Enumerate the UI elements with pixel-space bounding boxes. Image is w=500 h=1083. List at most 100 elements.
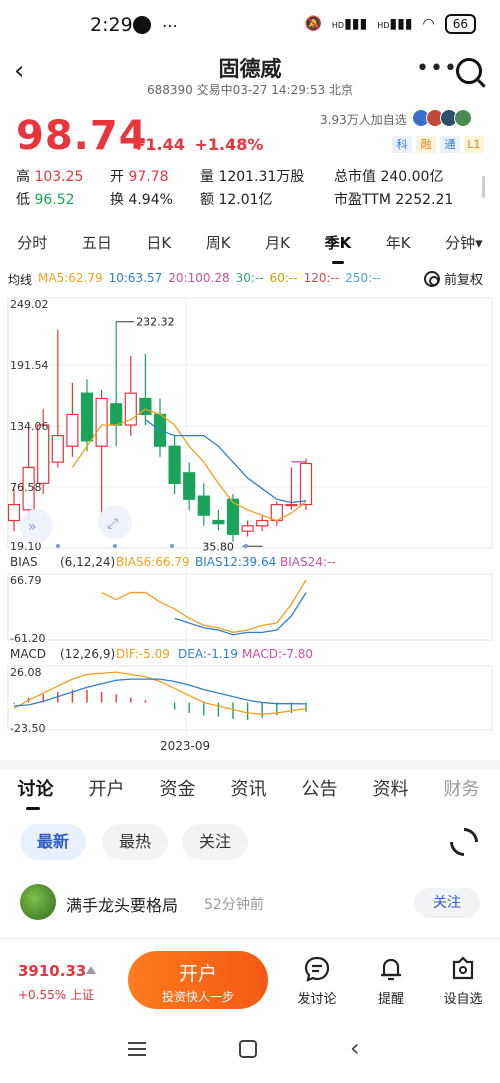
discussion-tab-2[interactable]: 资金 [159,779,196,800]
discussion-tab-0[interactable]: 讨论 [0,775,71,810]
event-dot [244,544,248,548]
discussion-tab-1[interactable]: 开户 [88,779,125,800]
macd-value-label: MACD:-7.80 [242,647,313,661]
low-marker-label: 35.80 [202,540,234,553]
stat-volume: 量 1201.31万股 [200,169,305,185]
candle-body [183,472,196,500]
dif-label: DIF:-5.09 [116,647,170,661]
price-tick-label: 191.54 [10,359,49,372]
main-chart-frame [7,297,493,549]
candle-body [197,495,210,516]
discussion-tab-3[interactable]: 资讯 [230,779,267,800]
ma-legend: 均线 MA5:62.79 10:63.57 20:100.28 30:-- 60… [8,271,387,288]
macd-tick-bottom: -23.50 [10,722,45,735]
search-icon[interactable] [456,58,482,84]
period-tab-2[interactable]: 日K [146,234,172,252]
price-tick-label: 19.10 [10,540,42,553]
recent-apps-icon[interactable] [128,1042,146,1056]
price-tick-label: 134.06 [10,420,49,433]
add-watchlist-button[interactable]: 设自选 [428,956,498,1007]
post-discussion-label: 发讨论 [297,992,337,1007]
chat-icon [304,956,330,982]
add-watchlist-label: 设自选 [443,992,483,1007]
post-author-name[interactable]: 满手龙头要格局 [66,896,179,915]
filter-hot[interactable]: 最热 [102,824,168,860]
candle-body [285,503,298,507]
price-tick-label: 249.02 [10,298,49,311]
bias12-label: BIAS12:39.64 [195,555,276,569]
bias-tick-top: 66.79 [10,574,42,587]
period-tabs: 分时 五日 日K 周K 月K 季K 年K 分钟▾ [0,228,500,264]
chart-scroll-left-button [19,509,53,543]
home-icon[interactable] [239,1040,257,1058]
tag-rong[interactable]: 融 [416,136,436,153]
index-up-icon [86,966,96,974]
expand-icon: ⤢ [107,516,118,532]
kline-chart[interactable]: 249.02 191.54 134.06 76.58 19.10 232.32 35.80 »… [0,290,500,760]
change-percent: +1.48% [194,135,264,154]
filter-latest[interactable]: 最新 [20,824,86,860]
discussion-tab-6[interactable]: 财务 [443,779,480,800]
battery-icon: 66 [444,14,476,34]
period-tab-5[interactable]: 季K [325,228,351,264]
macd-frame [7,665,493,731]
macd-line-dea_values [13,678,307,707]
period-tab-7[interactable]: 分钟▾ [445,234,483,252]
status-time: 2:29 [90,14,133,36]
post-discussion-button[interactable]: 发讨论 [282,956,352,1007]
signal-icon-2: HD▮▮▮ [377,16,413,32]
refresh-icon[interactable] [444,822,484,862]
fq-toggle[interactable]: 前复权 [424,269,483,288]
tag-tong[interactable]: 通 [440,136,460,153]
divider [0,760,500,770]
discussion-tabs: 讨论 开户 资金 资讯 公告 资料 财务 [0,775,500,810]
period-tab-3[interactable]: 周K [205,234,231,252]
page-title: 固德威 [218,57,282,81]
period-tab-0[interactable]: 分时 [17,234,48,252]
period-tab-1[interactable]: 五日 [81,234,112,252]
ma20-label: 20:100.28 [168,271,230,285]
stat-high: 高 103.25 [16,169,84,185]
post-author-avatar[interactable] [20,884,56,920]
back-nav-icon[interactable]: ‹ [350,1034,360,1062]
bias24-label: BIAS24:-- [280,555,336,569]
stat-amount: 额 12.01亿 [200,192,273,208]
tag-l1[interactable]: L1 [464,136,484,153]
watchers-count[interactable]: 3.93万人加自选 [320,113,407,127]
discussion-tab-4[interactable]: 公告 [301,779,338,800]
alert-button[interactable]: 提醒 [356,956,426,1007]
more-dots-icon: ⋯ [162,16,178,35]
price-tick-label: 76.58 [10,481,42,494]
status-bar: 2:29 ⋯ 🔕 HD▮▮▮ HD▮▮▮ ◠ 66 [0,0,500,56]
candle-body [7,503,21,522]
candle-body [22,466,35,511]
stat-low: 低 96.52 [16,192,75,208]
filter-following[interactable]: 关注 [182,824,248,860]
tag-ke[interactable]: 科 [392,136,412,153]
follow-button[interactable]: 关注 [414,888,480,918]
watcher-avatars[interactable] [412,109,472,127]
watchlist-icon [450,956,476,982]
change-value: +1.44 [132,135,185,154]
index-value[interactable]: 3910.33 [18,962,87,980]
period-tab-4[interactable]: 月K [265,234,291,252]
candle-body [51,435,64,463]
stats-scroll-indicator [482,176,485,198]
period-tab-6[interactable]: 年K [385,234,411,252]
stock-tags: 科 融 通 L1 [392,136,484,153]
ma250-label: 250:-- [345,271,381,285]
more-icon[interactable]: ••• [416,56,458,81]
ma-line-ma5 [71,408,307,522]
candle-body [226,498,240,535]
post-time: 52分钟前 [204,897,264,913]
double-chevron-icon: » [28,519,37,535]
ma30-label: 30:-- [235,271,264,285]
macd-label: MACD [10,647,46,661]
ma60-label: 60:-- [269,271,298,285]
candle-body [241,525,254,532]
discussion-tab-5[interactable]: 资料 [372,779,409,800]
ma10-label: 10:63.57 [108,271,163,285]
back-icon[interactable]: ‹ [14,56,25,86]
candle-body [37,424,50,484]
open-account-button[interactable]: 开户 投资快人一步 [128,951,268,1009]
